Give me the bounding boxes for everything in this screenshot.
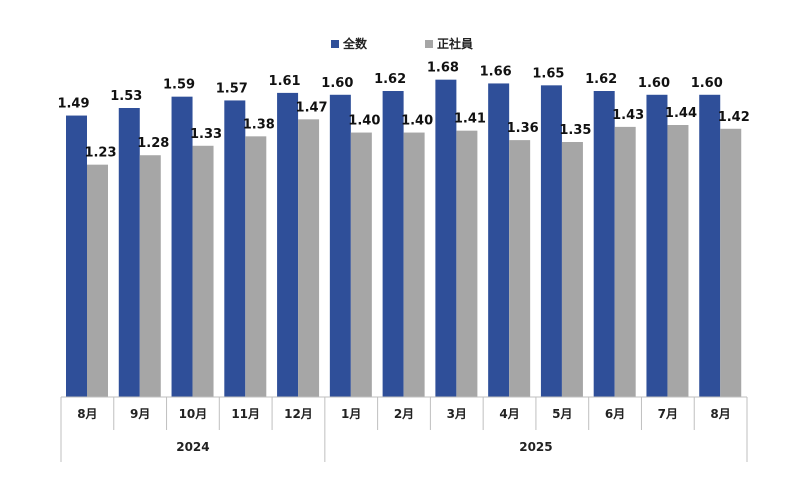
category-label-8: 4月 (499, 407, 519, 421)
bar-regular-9 (561, 142, 583, 397)
category-label-3: 11月 (231, 407, 260, 421)
bar-all-5 (329, 94, 351, 398)
bar-regular-3 (245, 136, 267, 398)
value-label-regular-3: 1.38 (243, 117, 275, 132)
bar-all-10 (593, 91, 615, 397)
bar-all-1 (118, 108, 140, 397)
bar-regular-11 (667, 125, 689, 397)
value-label-regular-10: 1.43 (612, 108, 644, 123)
value-label-regular-2: 1.33 (190, 127, 222, 142)
bar-regular-2 (192, 145, 214, 397)
bar-all-12 (699, 94, 721, 398)
value-label-regular-6: 1.40 (401, 114, 433, 129)
legend-label-regular: 正社員 (437, 36, 473, 51)
bar-all-4 (277, 92, 299, 397)
value-label-all-7: 1.68 (427, 61, 459, 76)
value-label-regular-4: 1.47 (296, 100, 328, 115)
bars (66, 79, 742, 398)
bar-regular-0 (87, 164, 108, 397)
bar-regular-7 (456, 130, 478, 397)
bar-all-9 (540, 85, 562, 397)
value-label-all-10: 1.62 (585, 72, 617, 87)
bar-regular-10 (614, 126, 636, 397)
value-label-regular-9: 1.35 (559, 123, 591, 138)
value-label-all-12: 1.60 (691, 76, 723, 91)
category-axis: 8月 9月 10月 11月 12月 1月 2月 3月 4月 5月 6月 7月 8月 2024 2025 (60, 396, 748, 462)
category-label-10: 6月 (605, 407, 625, 421)
bar-regular-8 (509, 140, 531, 397)
bar-regular-6 (403, 132, 425, 398)
value-label-all-1: 1.53 (110, 89, 142, 104)
category-label-4: 12月 (284, 407, 313, 421)
year-label-1: 2025 (519, 440, 552, 454)
value-label-regular-8: 1.36 (507, 121, 539, 136)
value-labels: 1.49 1.23 1.53 1.28 1.59 1.33 1.57 1.38 1.61 1.47… (57, 61, 749, 161)
legend-swatch-all (331, 40, 339, 48)
bar-all-2 (171, 96, 193, 398)
bar-all-11 (646, 94, 668, 398)
category-label-6: 2月 (394, 407, 414, 421)
value-label-all-2: 1.59 (163, 78, 195, 93)
value-label-regular-5: 1.40 (348, 114, 380, 129)
value-label-regular-1: 1.28 (137, 136, 169, 151)
legend: 全数 正社員 (331, 36, 473, 51)
legend-label-all: 全数 (342, 36, 368, 51)
category-label-5: 1月 (341, 407, 361, 421)
legend-swatch-regular (425, 40, 433, 48)
value-label-all-0: 1.49 (57, 97, 89, 112)
category-label-11: 7月 (658, 407, 678, 421)
bar-all-3 (224, 100, 246, 397)
value-label-regular-0: 1.23 (84, 146, 116, 161)
bar-regular-4 (298, 119, 320, 397)
year-label-0: 2024 (176, 440, 209, 454)
bar-all-8 (488, 83, 510, 397)
value-label-regular-11: 1.44 (665, 106, 697, 121)
bar-all-0 (66, 115, 87, 398)
category-label-7: 3月 (447, 407, 467, 421)
bar-all-7 (435, 79, 457, 398)
value-label-all-5: 1.60 (321, 76, 353, 91)
bar-regular-12 (720, 128, 742, 397)
category-label-2: 10月 (179, 407, 208, 421)
value-label-all-9: 1.65 (532, 66, 564, 81)
value-label-all-6: 1.62 (374, 72, 406, 87)
value-label-all-11: 1.60 (638, 76, 670, 91)
bar-regular-5 (350, 132, 372, 398)
bar-regular-1 (139, 155, 161, 397)
value-label-regular-7: 1.41 (454, 112, 486, 127)
category-label-9: 5月 (552, 407, 572, 421)
category-label-0: 8月 (77, 407, 97, 421)
value-label-all-8: 1.66 (480, 64, 512, 79)
value-label-all-4: 1.61 (269, 74, 301, 89)
value-label-regular-12: 1.42 (718, 110, 750, 125)
value-label-all-3: 1.57 (216, 81, 248, 96)
category-label-12: 8月 (710, 407, 730, 421)
category-label-1: 9月 (130, 407, 150, 421)
bar-all-6 (382, 91, 404, 397)
